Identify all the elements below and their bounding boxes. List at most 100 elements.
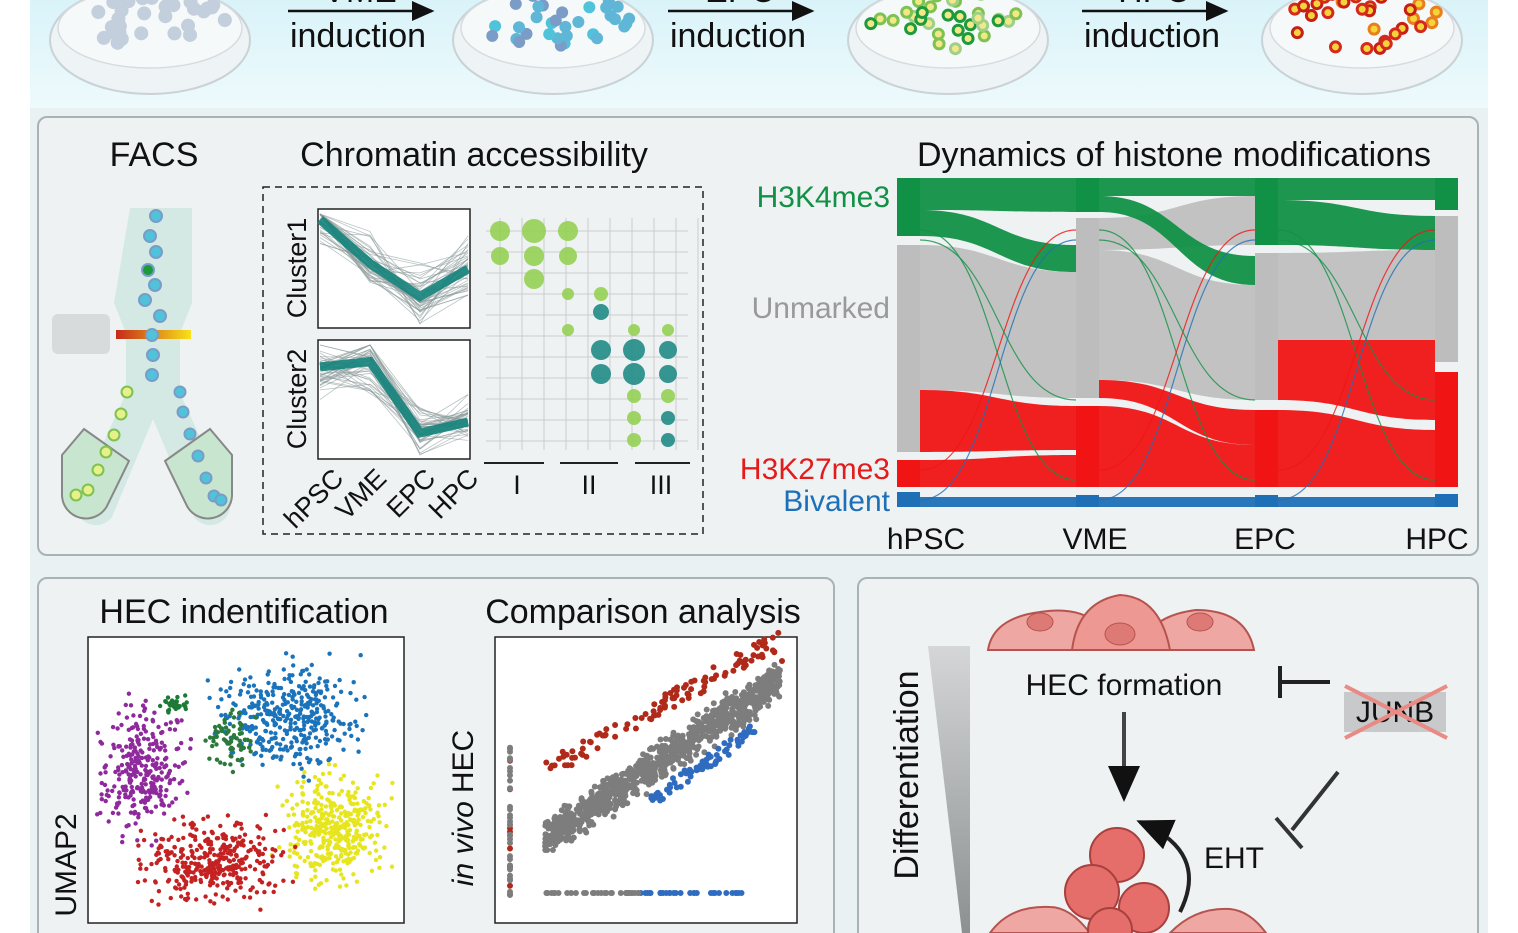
cell-point [162, 743, 167, 749]
mean-profile [317, 216, 471, 302]
cell-dot [107, 428, 121, 442]
flow [920, 497, 1076, 507]
cell-point [316, 882, 321, 887]
cell-point [138, 772, 143, 777]
cell-point [341, 721, 346, 727]
cell-point [262, 889, 267, 895]
cell-point [324, 683, 329, 689]
cell-point [307, 684, 313, 689]
flow [1278, 340, 1435, 420]
thin-flow [1277, 229, 1436, 471]
cell-point [283, 701, 288, 706]
cell-point [115, 726, 120, 731]
cell-point [273, 731, 278, 736]
cell-point [184, 897, 189, 903]
cell-point [133, 721, 139, 727]
cell-point [154, 766, 159, 771]
dot [623, 363, 645, 385]
cell-point [309, 725, 314, 730]
cell-point [317, 845, 322, 851]
gene-point [723, 890, 730, 896]
cell-point [260, 747, 265, 752]
cell-point [271, 889, 276, 895]
cell-dot [611, 0, 624, 13]
cell-point [159, 802, 164, 807]
gene-point [580, 812, 587, 819]
cell-point [111, 742, 116, 747]
cell-point [188, 843, 193, 849]
panel-title: Comparison analysis [485, 593, 801, 631]
cell-point [192, 834, 198, 839]
cell-point [207, 860, 212, 866]
profile-line [319, 213, 469, 293]
gene-point [599, 793, 606, 800]
gene-point [641, 773, 648, 780]
cell-point [299, 784, 305, 790]
gene-point [589, 890, 596, 896]
cell-point [373, 848, 379, 853]
cell-point [121, 754, 126, 759]
cell-point [285, 713, 291, 718]
gene-point [730, 719, 737, 726]
gene-point [594, 731, 601, 738]
gene-point [666, 746, 673, 753]
cell-dot [512, 21, 525, 34]
cell-dot [145, 368, 159, 382]
cell-dot [931, 0, 942, 3]
cell-point [288, 724, 293, 730]
cell-point [223, 712, 228, 718]
cell-point [159, 836, 164, 842]
gene-point [587, 739, 594, 746]
cell-point [341, 773, 347, 778]
cell-point [339, 788, 345, 794]
cell-point [185, 855, 190, 861]
cell-point [224, 689, 229, 694]
flow [920, 455, 1076, 487]
gene-point [584, 816, 591, 823]
gene-point [543, 890, 550, 896]
gene-point [710, 890, 717, 896]
cell-point [355, 737, 361, 742]
gene-point [740, 664, 747, 671]
cell-point [325, 687, 330, 692]
cell-point [138, 828, 144, 833]
gene-point [741, 729, 748, 736]
gene-point [721, 709, 728, 715]
cell-point [297, 728, 302, 733]
cell-point [278, 742, 283, 747]
cell-point [183, 869, 188, 874]
cell-point [288, 842, 293, 847]
cell-point [288, 679, 294, 685]
gene-point [654, 743, 660, 750]
cell-point [308, 839, 313, 844]
cell-point [295, 829, 300, 834]
cell-point [266, 739, 272, 745]
cell-point [360, 728, 365, 733]
cell-point [262, 864, 267, 869]
cell-point [162, 765, 167, 770]
cell-point [141, 736, 147, 741]
gene-point [507, 772, 513, 779]
dot [491, 247, 509, 265]
gene-point [746, 717, 753, 723]
cell-point [124, 824, 129, 829]
cell-point [371, 816, 376, 822]
cell-point [128, 767, 133, 772]
cell-point [217, 865, 222, 870]
cell-point [215, 853, 221, 858]
cell-point [203, 738, 208, 743]
cell-point [239, 757, 245, 762]
flow [1278, 250, 1435, 340]
gene-point [630, 790, 637, 797]
gene-point [676, 744, 683, 751]
cell-point [316, 761, 321, 766]
cell-point [377, 865, 382, 870]
cell-point [373, 857, 379, 863]
cell-point [143, 782, 148, 787]
gene-point [750, 652, 757, 659]
group-label: III [650, 470, 673, 500]
gene-point [563, 751, 570, 758]
cell-point [295, 780, 300, 785]
state-bar [1255, 495, 1278, 507]
cell-point [177, 781, 182, 786]
